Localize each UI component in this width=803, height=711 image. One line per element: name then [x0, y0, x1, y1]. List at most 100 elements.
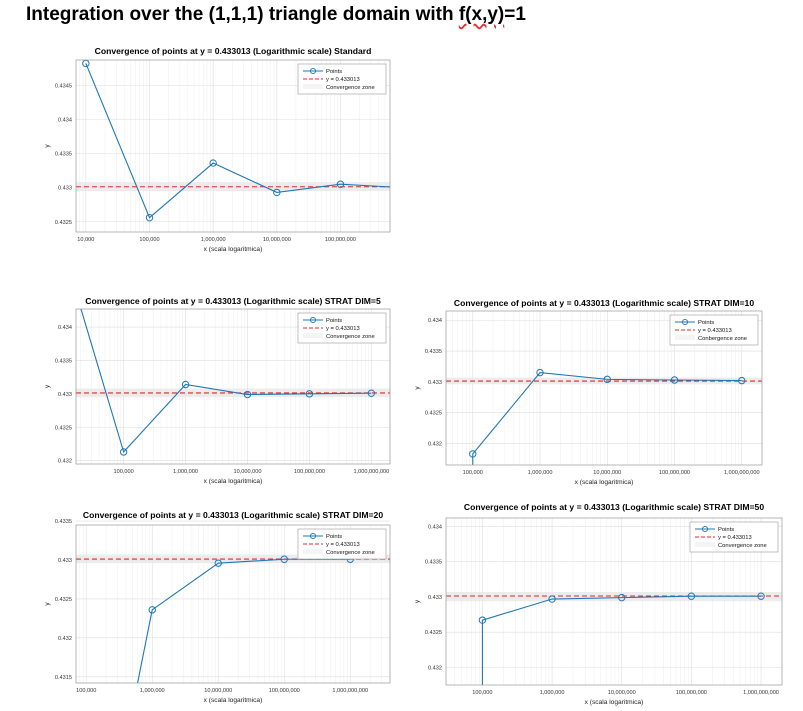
y-tick-label: 0.4325: [425, 630, 442, 636]
y-tick-label: 0.434: [58, 325, 72, 331]
data-point: [738, 376, 746, 385]
legend-points-marker: [701, 525, 709, 533]
series-line: [472, 372, 742, 465]
legend-points-marker: [309, 316, 317, 324]
x-tick-label: 1,000,000: [528, 470, 553, 476]
legend-label-points: Points: [326, 69, 342, 75]
y-axis-label: y: [44, 144, 51, 148]
data-point: [603, 375, 611, 384]
legend-zone-swatch: [675, 335, 695, 340]
y-tick-label: 0.4325: [55, 597, 72, 603]
data-point: [280, 555, 288, 563]
legend-points-marker: [309, 532, 317, 540]
data-point: [145, 213, 154, 222]
x-tick-label: 10,000,000: [234, 469, 262, 475]
data-point: [214, 559, 222, 567]
legend-label-reference: y = 0.433013: [326, 326, 360, 332]
legend-points-marker: [309, 67, 317, 75]
y-tick-label: 0.4315: [55, 675, 72, 681]
axes-frame: [445, 310, 763, 466]
y-tick-label: 0.432: [428, 665, 442, 671]
page-title-end: =1: [504, 4, 526, 25]
legend-label-reference: y = 0.433013: [326, 542, 360, 548]
x-tick-label: 1,000,000: [540, 690, 565, 696]
x-tick-label: 100,000: [463, 470, 483, 476]
x-tick-label: 10,000: [77, 237, 94, 243]
x-tick-label: 100,000,000: [325, 237, 356, 243]
legend-zone-swatch: [303, 84, 323, 89]
y-axis-label: y: [44, 384, 51, 388]
chart-standard: Convergence of points at y = 0.433013 (L…: [44, 46, 391, 253]
legend-label-zone: Convergence zone: [326, 550, 375, 556]
data-point: [478, 616, 487, 624]
legend-zone-swatch: [303, 333, 323, 338]
y-tick-label: 0.433: [428, 595, 442, 601]
x-tick-label: 1,000,000: [140, 688, 165, 694]
chart-strat-dim-50: Convergence of points at y = 0.433013 (L…: [414, 502, 783, 706]
y-tick-label: 0.433: [428, 380, 442, 386]
series-line: [80, 309, 372, 454]
legend-label-points: Points: [698, 320, 714, 326]
legend-label-zone: Convergence zone: [718, 543, 767, 549]
y-tick-label: 0.4345: [55, 83, 72, 89]
legend-points-marker: [681, 318, 689, 326]
x-tick-label: 100,000: [76, 688, 96, 694]
series-line: [481, 595, 762, 685]
y-tick-label: 0.432: [428, 441, 442, 447]
data-point: [687, 592, 696, 600]
data-point: [209, 159, 217, 167]
x-tick-label: 100,000: [139, 237, 159, 243]
data-point: [469, 450, 477, 458]
chart-title: Convergence of points at y = 0.433013 (L…: [85, 296, 381, 306]
chart-title: Convergence of points at y = 0.433013 (L…: [454, 298, 754, 308]
x-tick-label: 100,000,000: [676, 690, 707, 696]
chart-strat-dim-5: Convergence of points at y = 0.433013 (L…: [44, 296, 391, 485]
y-tick-label: 0.433: [58, 186, 72, 192]
y-tick-label: 0.4335: [55, 358, 72, 364]
y-tick-label: 0.4335: [425, 349, 442, 355]
legend-label-zone: Convergence zone: [326, 85, 375, 91]
x-tick-label: 1,000,000: [173, 469, 198, 475]
data-point: [181, 380, 190, 389]
axes-frame: [445, 517, 783, 686]
y-tick-label: 0.433: [58, 392, 72, 398]
x-tick-label: 1,000,000: [201, 237, 226, 243]
legend-label-reference: y = 0.433013: [698, 328, 732, 334]
chart-title: Convergence of points at y = 0.433013 (L…: [464, 502, 764, 512]
data-point: [618, 593, 626, 602]
y-tick-label: 0.4335: [55, 519, 72, 525]
axes-frame: [75, 308, 391, 465]
page-title: Integration over the (1,1,1) triangle do…: [26, 4, 526, 26]
chart-title: Convergence of points at y = 0.433013 (L…: [95, 46, 372, 56]
x-tick-label: 10,000,000: [204, 688, 232, 694]
data-point: [336, 180, 345, 188]
axes-frame: [75, 59, 391, 233]
chart-strat-dim-10: Convergence of points at y = 0.433013 (L…: [414, 298, 763, 486]
legend-label-reference: y = 0.433013: [326, 77, 360, 83]
y-tick-label: 0.4325: [425, 411, 442, 417]
legend-zone-swatch: [303, 549, 323, 554]
data-point: [367, 389, 376, 397]
y-tick-label: 0.434: [58, 117, 72, 123]
data-point: [148, 606, 156, 614]
convergence-zone: [446, 591, 782, 602]
data-point: [670, 376, 679, 384]
x-axis-label: x (scala logaritmica): [204, 246, 263, 253]
data-point: [757, 592, 765, 600]
y-axis-label: y: [414, 599, 421, 603]
y-tick-label: 0.4325: [55, 425, 72, 431]
x-tick-label: 1,000,000,000: [724, 470, 760, 476]
y-tick-label: 0.432: [58, 459, 72, 465]
y-tick-label: 0.434: [428, 524, 442, 530]
x-axis-label: x (scala logaritmica): [575, 479, 634, 486]
legend-label-points: Points: [326, 534, 342, 540]
legend-zone-swatch: [695, 542, 715, 547]
y-tick-label: 0.4325: [55, 220, 72, 226]
data-point: [119, 448, 128, 456]
x-axis-label: x (scala logaritmica): [204, 697, 263, 704]
x-axis-label: x (scala logaritmica): [204, 478, 263, 485]
legend-label-points: Points: [718, 527, 734, 533]
legend-label-points: Points: [326, 318, 342, 324]
x-tick-label: 100,000,000: [269, 688, 300, 694]
y-tick-label: 0.434: [428, 318, 442, 324]
